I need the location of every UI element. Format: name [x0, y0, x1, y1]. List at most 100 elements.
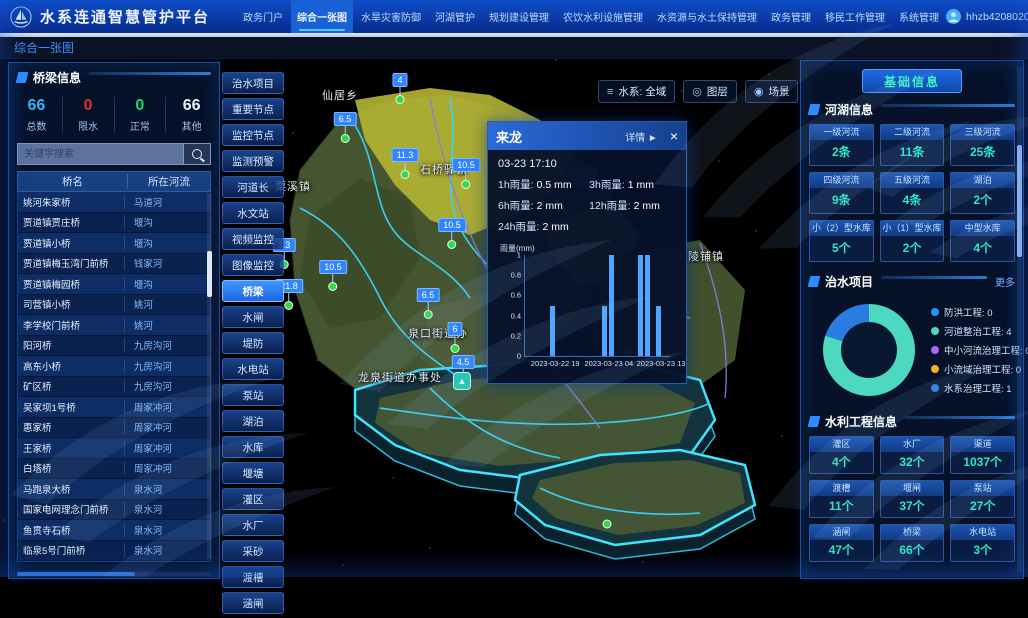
nav-tab[interactable]: 水资源与水土保持管理: [657, 13, 758, 24]
cell-river-name: 泉水河: [123, 481, 210, 496]
layer-menu-item[interactable]: 河道长: [222, 176, 284, 198]
marker-stem: [399, 87, 401, 95]
marker-value-tag: 4.5: [451, 355, 475, 369]
cell-bridge-name: 高东小桥: [23, 361, 62, 373]
table-row[interactable]: 司营镇小桥 姚河: [18, 294, 210, 315]
table-row[interactable]: 吴家坝1号桥 周家冲河: [18, 397, 210, 418]
map-marker[interactable]: 10.5: [319, 260, 347, 291]
nav-tab[interactable]: 规划建设管理: [489, 13, 550, 24]
more-link[interactable]: 更多: [995, 278, 1015, 289]
table-horizontal-scrollbar[interactable]: [17, 572, 211, 576]
nav-tab[interactable]: 综合一张图: [291, 0, 354, 33]
breadcrumb[interactable]: 综合一张图: [14, 41, 75, 55]
y-tick-label: 1: [516, 250, 521, 260]
table-row[interactable]: 贾道镇梅园桥 堰沟: [18, 274, 210, 295]
basic-info-button[interactable]: 基础信息: [862, 69, 962, 93]
cell-bridge-name: 李学校门前桥: [23, 320, 81, 332]
layer-menu-item[interactable]: 监控节点: [222, 124, 284, 146]
table-row[interactable]: 贾道镇贾庄桥 堰沟: [18, 212, 210, 233]
layer-menu-item[interactable]: 湖泊: [222, 410, 284, 432]
nav-tab[interactable]: 政务管理: [771, 13, 812, 24]
table-row[interactable]: 高东小桥 九房沟河: [18, 356, 210, 377]
table-row[interactable]: 国家电网理念门前桥 泉水河: [18, 499, 210, 520]
layer-menu-item[interactable]: 灌区: [222, 488, 284, 510]
cell-river-name: 泉水河: [123, 502, 210, 517]
map-control-button[interactable]: ◉ 场景: [744, 80, 799, 103]
layer-menu-item[interactable]: 渡槽: [222, 566, 284, 588]
search-icon: [192, 149, 202, 159]
legend-label: 河道整治工程: 4: [944, 327, 1012, 338]
layer-menu-item[interactable]: 水文站: [222, 202, 284, 224]
info-card: 湖泊 2个: [950, 172, 1015, 214]
user-avatar-icon: [946, 9, 962, 24]
layer-menu-item[interactable]: 重要节点: [222, 98, 284, 120]
nav-tab[interactable]: 政务门户: [243, 13, 284, 24]
cell-bridge-name: 贾道镇贾庄桥: [23, 218, 81, 230]
map-marker[interactable]: 4: [392, 73, 408, 104]
rain-bar: [609, 255, 615, 356]
layer-menu-item[interactable]: 涵闸: [222, 592, 284, 614]
table-row[interactable]: 贾道镇梅玉湾门前桥 钱家河: [18, 253, 210, 274]
layer-menu-item[interactable]: 泵站: [222, 384, 284, 406]
cell-bridge-name: 贾道镇小桥: [23, 238, 71, 250]
map-marker[interactable]: 6.5: [416, 288, 440, 319]
table-vertical-scrollbar[interactable]: [207, 193, 212, 559]
table-row[interactable]: 白塔桥 周家冲河: [18, 458, 210, 479]
popup-title: 来龙: [496, 129, 523, 145]
engineering-section-title: 水利工程信息: [825, 415, 898, 429]
map-control-button[interactable]: ◎ 图层: [683, 80, 737, 103]
layer-menu-item[interactable]: 水闸: [222, 306, 284, 328]
table-row[interactable]: 阳河桥 九房沟河: [18, 335, 210, 356]
layer-menu-item[interactable]: 桥梁: [222, 280, 284, 302]
map-marker[interactable]: 11.3: [391, 148, 419, 179]
map-marker[interactable]: 10.5: [438, 218, 466, 249]
nav-tab[interactable]: 移民工作管理: [825, 13, 886, 24]
table-row[interactable]: 马跑泉大桥 泉水河: [18, 479, 210, 500]
top-nav: 水系连通智慧管护平台 政务门户 综合一张图 水旱灾害防御 河湖管护 规划建设管理 农饮水利…: [0, 0, 1028, 33]
user-name: hhzb42080201: [966, 10, 1028, 23]
close-icon[interactable]: ×: [669, 128, 678, 144]
layer-menu-item[interactable]: 堤防: [222, 332, 284, 354]
table-row[interactable]: 鱼贯寺石桥 泉水河: [18, 520, 210, 541]
table-row[interactable]: 贾道镇小桥 堰沟: [18, 233, 210, 254]
mountain-pin-icon[interactable]: ▲: [453, 372, 471, 390]
sail-logo-icon: [10, 5, 32, 28]
nav-tab[interactable]: 河湖管护: [435, 13, 476, 24]
x-tick-label: 2023-03-23 04: [584, 359, 634, 368]
table-row[interactable]: 临泉5号门前桥 泉水河: [18, 540, 210, 561]
table-row[interactable]: 惠家桥 周家冲河: [18, 417, 210, 438]
metric-label: 6h雨量:: [498, 200, 534, 212]
layer-menu-item[interactable]: 监测预警: [222, 150, 284, 172]
map-marker[interactable]: 6.5: [333, 112, 357, 143]
layer-menu-item[interactable]: 水库: [222, 436, 284, 458]
map-marker[interactable]: 6: [447, 322, 463, 353]
legend-item: 中小河流治理工程: 0: [931, 343, 1028, 357]
map-marker[interactable]: 10.5: [452, 158, 480, 189]
nav-tab[interactable]: 水旱灾害防御: [361, 13, 422, 24]
nav-tab[interactable]: 农饮水利设施管理: [563, 13, 644, 24]
right-panel-scrollbar[interactable]: [1017, 67, 1022, 572]
table-row[interactable]: 矿区桥 九房沟河: [18, 376, 210, 397]
card-value: 27个: [969, 499, 996, 513]
cell-bridge-name: 临泉5号门前桥: [23, 546, 86, 558]
layer-menu-item[interactable]: 堰塘: [222, 462, 284, 484]
layer-menu-item[interactable]: 视频监控: [222, 228, 284, 250]
layer-menu-item[interactable]: 采砂: [222, 540, 284, 562]
search-button[interactable]: [184, 143, 211, 165]
user-menu[interactable]: hhzb42080201 ∨: [946, 9, 1028, 24]
table-row[interactable]: 姚河朱家桥 马道河: [18, 192, 210, 213]
info-card: 五级河流 4条: [879, 172, 945, 214]
donut-legend: 防洪工程: 0 河道整治工程: 4 中小河流治理工程: 0 小流域治理工程: 0 水系治…: [931, 300, 1028, 400]
popup-detail-link[interactable]: 详情 ►: [625, 132, 658, 144]
layer-menu-item[interactable]: 治水项目: [222, 72, 284, 94]
layer-menu-item[interactable]: 图像监控: [222, 254, 284, 276]
layer-menu-item[interactable]: 水电站: [222, 358, 284, 380]
station-dot-icon[interactable]: [602, 519, 612, 529]
nav-tab[interactable]: 系统管理: [899, 13, 940, 24]
station-dot-icon: [400, 170, 410, 179]
table-row[interactable]: 王家桥 周家冲河: [18, 438, 210, 459]
search-input[interactable]: [17, 143, 184, 165]
table-row[interactable]: 李学校门前桥 姚河: [18, 315, 210, 336]
map-control-button[interactable]: ≡ 水系: 全域: [598, 80, 676, 103]
layer-menu-item[interactable]: 水厂: [222, 514, 284, 536]
